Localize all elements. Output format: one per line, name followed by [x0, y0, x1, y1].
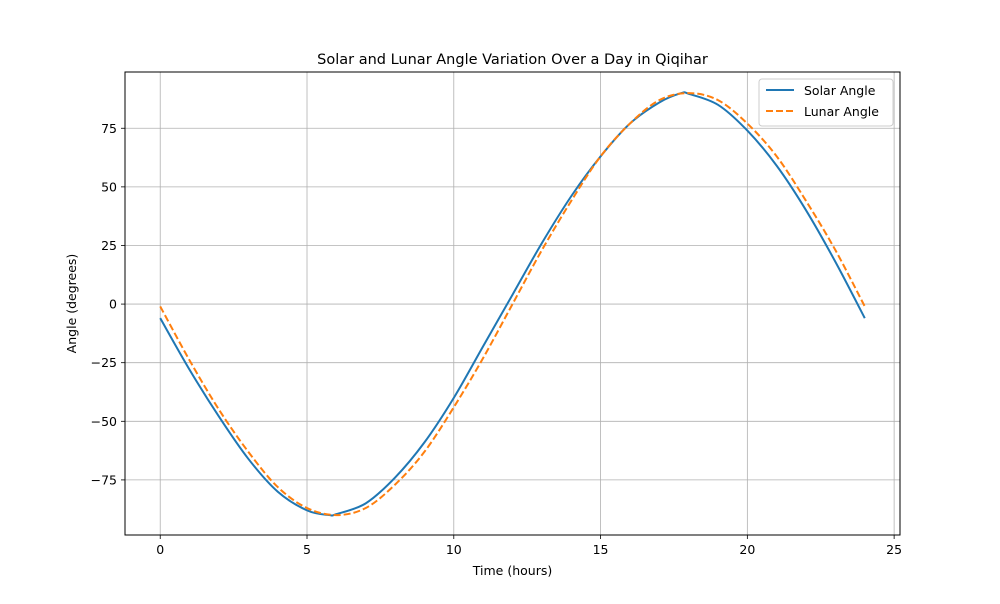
- solar-angle-line: [159, 91, 866, 517]
- y-tick-label: −50: [91, 414, 117, 429]
- axis-ticks: 0 5 10 15 20 25 −75 −50 −25 0 25 50 75: [91, 121, 902, 557]
- y-tick-label: 0: [109, 297, 117, 312]
- y-tick-label: 75: [101, 121, 117, 136]
- y-tick-label: −75: [91, 472, 117, 487]
- lunar-angle-line: [159, 92, 866, 517]
- x-tick-label: 20: [739, 542, 755, 557]
- x-tick-label: 10: [446, 542, 462, 557]
- y-tick-label: 25: [101, 238, 117, 253]
- x-tick-label: 25: [886, 542, 902, 557]
- legend-label-lunar: Lunar Angle: [804, 104, 879, 119]
- x-tick-label: 0: [156, 542, 164, 557]
- series-lines: [159, 91, 866, 517]
- legend-label-solar: Solar Angle: [804, 83, 876, 98]
- y-tick-label: −25: [91, 355, 117, 370]
- y-axis-label: Angle (degrees): [64, 254, 79, 354]
- chart-title: Solar and Lunar Angle Variation Over a D…: [317, 52, 708, 68]
- plot-frame: [124, 71, 901, 536]
- x-tick-label: 5: [303, 542, 311, 557]
- x-axis-label: Time (hours): [472, 563, 552, 578]
- legend: Solar Angle Lunar Angle: [758, 78, 894, 127]
- y-tick-label: 50: [101, 179, 117, 194]
- x-tick-label: 15: [593, 542, 609, 557]
